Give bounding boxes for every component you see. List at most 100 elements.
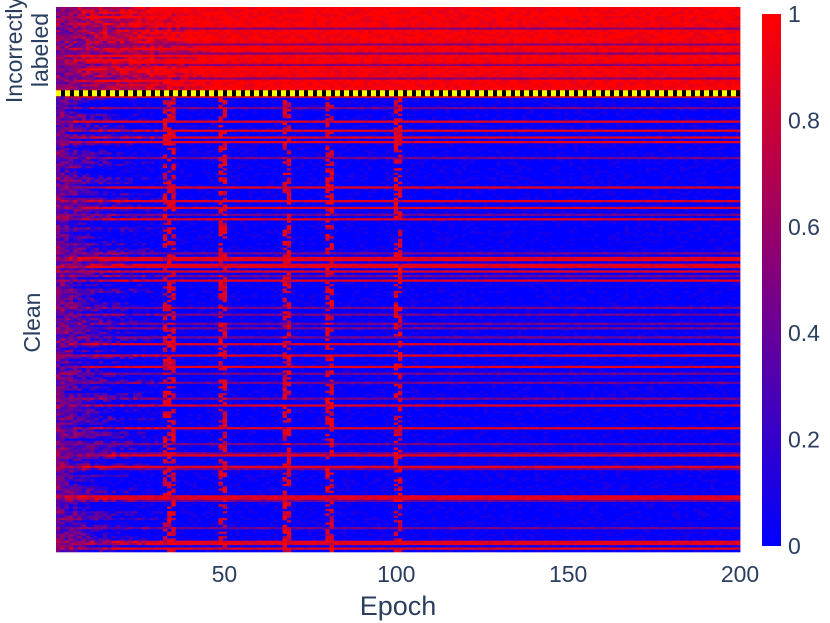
heatmap-cell bbox=[64, 63, 70, 67]
heatmap-cell bbox=[137, 140, 142, 144]
heatmap-cell bbox=[637, 22, 651, 26]
heatmap-cell bbox=[436, 56, 442, 60]
heatmap-cell bbox=[244, 54, 254, 58]
heatmap-cell bbox=[329, 54, 335, 58]
heatmap-cell bbox=[342, 116, 348, 119]
heatmap-cell bbox=[175, 131, 185, 135]
heatmap-cell bbox=[214, 56, 236, 60]
heatmap-cell bbox=[453, 106, 459, 110]
heatmap-cell bbox=[205, 16, 211, 19]
heatmap-cell bbox=[645, 7, 651, 10]
heatmap-cell bbox=[594, 47, 604, 51]
heatmap-cell bbox=[128, 81, 134, 85]
heatmap-cell bbox=[534, 68, 561, 71]
heatmap-cell bbox=[141, 147, 168, 151]
heatmap-cell bbox=[274, 18, 283, 21]
heatmap-cell bbox=[534, 111, 553, 115]
heatmap-cell bbox=[291, 25, 296, 28]
heatmap-cell bbox=[628, 109, 634, 112]
heatmap-cell bbox=[581, 16, 591, 19]
heatmap-cell bbox=[68, 88, 78, 92]
heatmap-cell bbox=[436, 136, 442, 140]
heatmap-cell bbox=[637, 31, 647, 35]
heatmap-cell bbox=[81, 68, 91, 71]
heatmap-cell bbox=[231, 113, 236, 117]
heatmap-cell bbox=[73, 59, 83, 62]
heatmap-cell bbox=[423, 63, 429, 67]
heatmap-cell bbox=[526, 100, 531, 103]
heatmap-cell bbox=[710, 134, 724, 137]
heatmap-cell bbox=[222, 34, 228, 37]
heatmap-cell bbox=[299, 56, 305, 60]
heatmap-cell bbox=[286, 147, 296, 151]
heatmap-cell bbox=[73, 143, 78, 146]
heatmap-cell bbox=[291, 79, 296, 83]
heatmap-cell bbox=[436, 43, 446, 46]
heatmap-cell bbox=[342, 50, 356, 53]
heatmap-cell bbox=[526, 25, 531, 28]
heatmap-cell bbox=[171, 116, 177, 119]
heatmap-cell bbox=[299, 52, 309, 55]
heatmap-cell bbox=[68, 122, 74, 126]
heatmap-cell bbox=[85, 113, 91, 117]
heatmap-cell bbox=[291, 72, 301, 76]
heatmap-cell bbox=[171, 45, 177, 49]
heatmap-cell bbox=[530, 9, 536, 12]
heatmap-cell bbox=[513, 152, 536, 155]
heatmap-cell bbox=[573, 45, 578, 49]
heatmap-cell bbox=[299, 81, 309, 85]
heatmap-cell bbox=[325, 131, 335, 135]
heatmap-cell bbox=[500, 125, 506, 128]
heatmap-cell bbox=[175, 97, 211, 101]
heatmap-cell bbox=[534, 9, 549, 12]
heatmap-cell bbox=[727, 61, 737, 65]
heatmap-cell bbox=[688, 84, 702, 87]
heatmap-cell bbox=[462, 45, 472, 49]
heatmap-cell bbox=[308, 38, 318, 42]
heatmap-cell bbox=[385, 20, 403, 24]
heatmap-cell bbox=[423, 59, 429, 62]
heatmap-cell bbox=[419, 38, 429, 42]
heatmap-cell bbox=[175, 41, 185, 44]
heatmap-cell bbox=[60, 75, 65, 78]
heatmap-cell bbox=[573, 131, 578, 135]
heatmap-cell bbox=[85, 95, 91, 99]
heatmap-cell bbox=[496, 11, 510, 15]
heatmap-cell bbox=[590, 75, 596, 78]
heatmap-cell bbox=[209, 84, 215, 87]
heatmap-cell bbox=[132, 100, 164, 103]
heatmap-cell bbox=[261, 43, 271, 46]
heatmap-cell bbox=[342, 11, 360, 15]
heatmap-cell bbox=[496, 106, 510, 110]
heatmap-cell bbox=[432, 38, 437, 42]
heatmap-cell bbox=[120, 106, 125, 110]
heatmap-cell bbox=[248, 45, 262, 49]
heatmap-cell bbox=[137, 111, 147, 115]
heatmap-cell bbox=[179, 79, 185, 83]
heatmap-cell bbox=[423, 20, 442, 24]
heatmap-cell bbox=[731, 66, 741, 69]
heatmap-cell bbox=[449, 59, 454, 62]
heatmap-cell bbox=[701, 7, 737, 10]
heatmap-cell bbox=[363, 16, 373, 19]
heatmap-cell bbox=[692, 59, 702, 62]
heatmap-cell bbox=[594, 22, 604, 26]
heatmap-cell bbox=[705, 97, 741, 101]
heatmap-cell bbox=[573, 59, 578, 62]
heatmap-cell bbox=[496, 31, 501, 35]
heatmap-cell bbox=[654, 109, 660, 112]
heatmap-cell bbox=[256, 66, 279, 69]
heatmap-cell bbox=[393, 88, 399, 92]
heatmap-cell bbox=[449, 136, 506, 140]
heatmap-cell bbox=[132, 31, 138, 35]
heatmap-cell bbox=[329, 9, 335, 12]
heatmap-cell bbox=[466, 140, 527, 144]
heatmap-cell bbox=[521, 100, 527, 103]
heatmap-cell bbox=[73, 152, 78, 155]
heatmap-cell bbox=[445, 77, 454, 80]
heatmap-cell bbox=[393, 109, 399, 112]
heatmap-cell bbox=[701, 145, 720, 149]
heatmap-cell bbox=[184, 36, 219, 40]
heatmap-cell bbox=[603, 47, 608, 51]
heatmap-cell bbox=[197, 88, 236, 92]
